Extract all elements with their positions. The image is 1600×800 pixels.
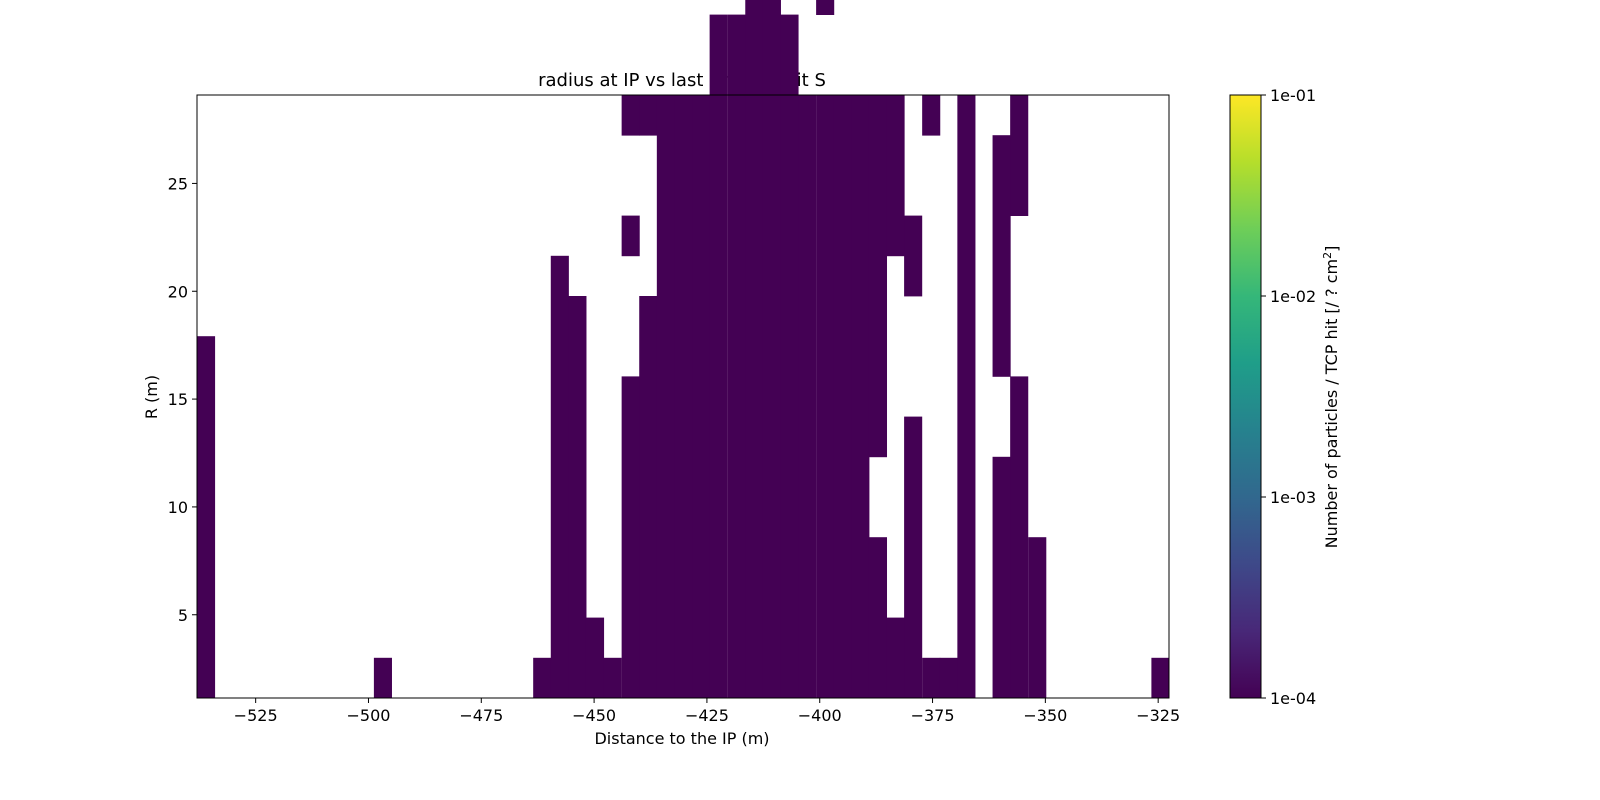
heatmap-cell [762,0,781,699]
x-tick-label: −350 [1023,706,1067,725]
y-tick-label: 5 [178,606,188,625]
heatmap-cell [886,617,905,699]
heatmap-cell [373,657,392,699]
heatmap-cell [939,657,958,699]
heatmap-cell [957,95,976,699]
heatmap-cell [868,95,888,458]
x-tick-label: −325 [1136,706,1180,725]
x-tick-label: −475 [459,706,503,725]
heatmap-cell [745,0,764,699]
heatmap-cell [886,95,905,257]
heatmap-cell [656,95,675,699]
plot-frame [196,94,1170,699]
heatmap-cell [992,135,1011,377]
heatmap-cell [621,95,640,136]
heatmap-cell [922,95,941,136]
heatmap-cell [568,296,587,699]
heatmap-cell [780,14,799,699]
y-tick-label: 25 [168,174,188,193]
x-tick-label: −450 [572,706,616,725]
heatmap-cell [550,255,569,699]
y-tick-label: 15 [168,390,188,409]
colorbar-label: Number of particles / TCP hit [/ ? cm2] [1321,246,1341,549]
y-axis: 5 10 15 20 25 [168,174,197,625]
x-tick-label: −425 [685,706,729,725]
heatmap-cell [1028,537,1047,699]
heatmap-cell [709,14,728,699]
heatmap-cell [904,215,923,297]
heatmap-cell [197,336,216,699]
heatmap-cell [639,296,658,699]
colorbar-ticks: 1e-04 1e-03 1e-02 1e-01 [1261,86,1316,708]
colorbar-tick-label: 1e-04 [1270,689,1316,708]
y-axis-label: R (m) [142,375,161,419]
heatmap-cell [1010,95,1029,216]
heatmap-cell [833,95,852,699]
heatmap-cell [692,95,711,699]
heatmap-cell [639,95,658,136]
heatmap-cell [992,456,1011,699]
colorbar-tick-label: 1e-03 [1270,488,1316,507]
heatmap-cell [621,376,640,699]
heatmap-cell [727,14,746,699]
heatmap-cell [922,657,941,699]
heatmap-cell [816,0,835,15]
y-tick-label: 10 [168,498,188,517]
x-tick-label: −375 [911,706,955,725]
heatmap-cell [868,537,888,699]
colorbar-tick-label: 1e-01 [1270,86,1316,105]
heatmap-cell [816,95,835,699]
heatmap-cell [585,617,605,699]
heatmap-cell [533,657,552,699]
heatmap-cell [621,215,640,257]
heatmap-cell [603,657,622,699]
x-tick-label: −400 [798,706,842,725]
colorbar-tick-label: 1e-02 [1270,287,1316,306]
heatmap-cells [197,0,1170,699]
x-tick-label: −500 [346,706,390,725]
y-tick-label: 20 [168,282,188,301]
colorbar [1229,94,1262,699]
heatmap-cell [851,95,870,699]
heatmap-cell [674,95,693,699]
x-axis: −525 −500 −475 −450 −425 −400 −375 −350 −325 [234,698,1180,725]
heatmap-cell [1010,376,1029,699]
x-tick-label: −525 [234,706,278,725]
x-axis-label: Distance to the IP (m) [594,729,769,748]
heatmap-cell [798,95,817,699]
heatmap-cell [1151,657,1170,699]
heatmap-cell [904,416,923,699]
